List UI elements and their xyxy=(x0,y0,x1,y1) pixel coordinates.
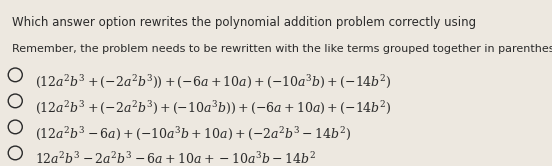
Text: Which answer option rewrites the polynomial addition problem correctly using: Which answer option rewrites the polynom… xyxy=(12,16,480,29)
Text: Remember, the problem needs to be rewritten with the like terms grouped together: Remember, the problem needs to be rewrit… xyxy=(12,44,552,54)
Text: $(12a^2b^3+(-2a^2b^3)+(-10a^3b))+(-6a+10a)+(-14b^2)$: $(12a^2b^3+(-2a^2b^3)+(-10a^3b))+(-6a+10… xyxy=(35,99,392,116)
Text: $(12a^2b^3+(-2a^2b^3))+(- 6a+10a)+(-10a^3b)+(-14b^2)$: $(12a^2b^3+(-2a^2b^3))+(- 6a+10a)+(-10a^… xyxy=(35,73,392,90)
Text: $(12a^2b^3-6a)+(-10a^3b+10a)+(-2a^2b^3-14b^2)$: $(12a^2b^3-6a)+(-10a^3b+10a)+(-2a^2b^3-1… xyxy=(35,125,352,142)
Text: $12a^2b^3-2a^2b^3-6a+10a+-10a^3b-14b^2$: $12a^2b^3-2a^2b^3-6a+10a+-10a^3b-14b^2$ xyxy=(35,151,316,166)
